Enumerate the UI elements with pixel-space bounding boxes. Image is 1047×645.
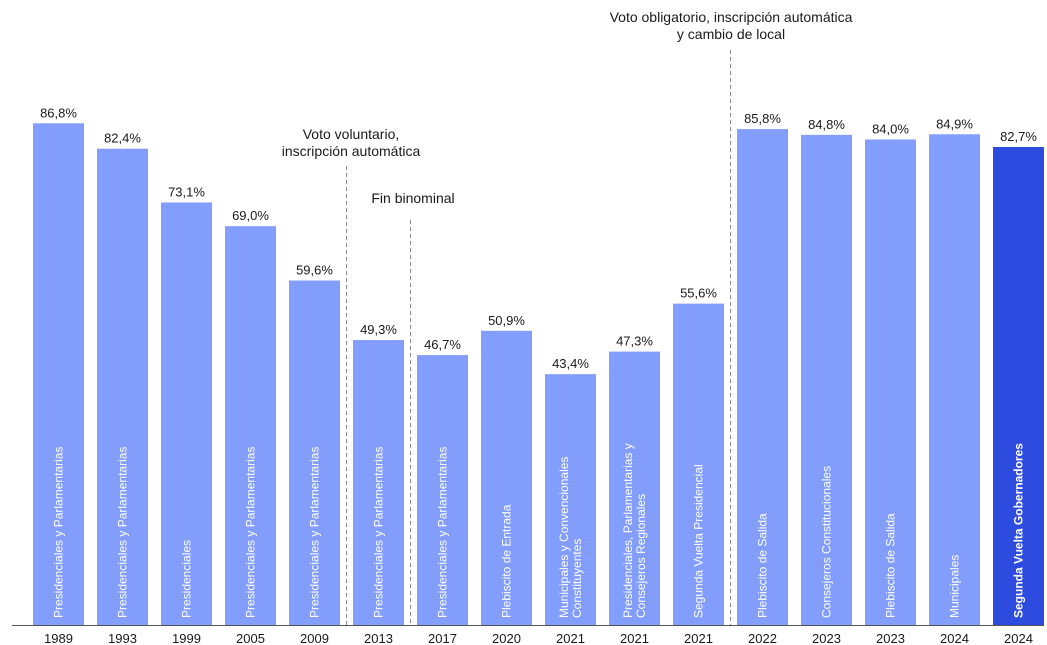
bar-14: [929, 134, 980, 625]
bar-1: [97, 148, 148, 625]
x-tick-label-6: 2017: [428, 631, 457, 645]
bar-9: [609, 351, 660, 625]
bar-category-label-4: Presidenciales y Parlamentarias: [308, 447, 322, 618]
x-tick-label-3: 2005: [236, 631, 265, 645]
bar-category-label-12-line-0: Consejeros Constitucionales: [820, 466, 834, 618]
bar-category-label-14-line-0: Municipales: [948, 555, 962, 618]
value-label-1: 82,4%: [104, 131, 141, 146]
bar-category-label-10: Segunda Vuelta Presidencial: [692, 464, 706, 618]
bar-13: [865, 139, 916, 626]
bar-11: [737, 129, 788, 626]
x-tick-label-4: 2009: [300, 631, 329, 645]
value-label-3: 69,0%: [232, 208, 269, 223]
bar-category-label-0-line-0: Presidenciales y Parlamentarias: [52, 447, 66, 618]
value-label-0: 86,8%: [40, 105, 77, 120]
bar-7: [481, 330, 532, 625]
x-tick-label-0: 1989: [44, 631, 73, 645]
value-label-9: 47,3%: [616, 334, 653, 349]
bar-category-label-7: Plebiscito de Entrada: [500, 504, 514, 618]
bar-category-label-4-line-0: Presidenciales y Parlamentarias: [308, 447, 322, 618]
bar-category-label-12: Consejeros Constitucionales: [820, 466, 834, 618]
value-label-14: 84,9%: [936, 116, 973, 131]
annotation-text-2-0: Voto obligatorio, inscripción automática: [610, 9, 853, 25]
x-tick-label-1: 1993: [108, 631, 137, 645]
annotation-text-0-1: inscripción automática: [282, 143, 421, 159]
x-tick-label-7: 2020: [492, 631, 521, 645]
x-tick-label-11: 2022: [748, 631, 777, 645]
x-tick-label-10: 2021: [684, 631, 713, 645]
bar-category-label-11: Plebiscito de Salida: [756, 513, 770, 618]
bar-12: [801, 134, 852, 625]
x-tick-label-13: 2023: [876, 631, 905, 645]
annotation-text-0-0: Voto voluntario,: [303, 126, 400, 142]
bar-category-label-10-line-0: Segunda Vuelta Presidencial: [692, 464, 706, 618]
bar-category-label-1-line-0: Presidenciales y Parlamentarias: [116, 447, 130, 618]
bar-category-label-6: Presidenciales y Parlamentarias: [436, 447, 450, 618]
bar-10: [673, 303, 724, 625]
value-label-2: 73,1%: [168, 184, 205, 199]
bar-category-label-9-line-0: Presidenciales, Parlamentarias y: [621, 443, 635, 618]
bar-category-label-2-line-0: Presidenciales: [180, 540, 194, 618]
bar-8: [545, 374, 596, 625]
bar-category-label-5-line-0: Presidenciales y Parlamentarias: [372, 447, 386, 618]
x-tick-label-12: 2023: [812, 631, 841, 645]
bar-category-label-13: Plebiscito de Salida: [884, 513, 898, 618]
bar-category-label-13-line-0: Plebiscito de Salida: [884, 513, 898, 618]
bar-4: [289, 280, 340, 625]
annotations-layer: Voto voluntario,inscripción automática Fi…: [282, 9, 853, 625]
x-tick-label-2: 1999: [172, 631, 201, 645]
bar-6: [417, 355, 468, 625]
bar-category-label-14: Municipales: [948, 555, 962, 618]
bar-category-label-6-line-0: Presidenciales y Parlamentarias: [436, 447, 450, 618]
value-label-10: 55,6%: [680, 286, 717, 301]
bar-15: [993, 146, 1044, 625]
bar-category-label-3: Presidenciales y Parlamentarias: [244, 447, 258, 618]
value-label-7: 50,9%: [488, 313, 525, 328]
annotation-text-1-0: Fin binominal: [371, 190, 454, 206]
bar-category-label-1: Presidenciales y Parlamentarias: [116, 447, 130, 618]
x-tick-label-9: 2021: [620, 631, 649, 645]
bar-category-label-8-line-1: Constituyentes: [570, 539, 584, 618]
bar-category-label-7-line-0: Plebiscito de Entrada: [500, 504, 514, 618]
bar-2: [161, 202, 212, 625]
bar-category-label-9: Presidenciales, Parlamentarias y Consejer…: [621, 443, 648, 618]
value-label-11: 85,8%: [744, 111, 781, 126]
x-tick-label-5: 2013: [364, 631, 393, 645]
bar-0: [33, 123, 84, 626]
value-label-15: 82,7%: [1000, 129, 1037, 144]
bar-category-label-9-line-1: Consejeros Regionales: [634, 494, 648, 618]
x-tick-label-15: 2024: [1004, 631, 1033, 645]
bar-category-label-11-line-0: Plebiscito de Salida: [756, 513, 770, 618]
bar-category-label-8: Municipales y Convencionales Constituyent…: [557, 457, 584, 618]
bar-category-label-3-line-0: Presidenciales y Parlamentarias: [244, 447, 258, 618]
bar-category-label-0: Presidenciales y Parlamentarias: [52, 447, 66, 618]
value-label-6: 46,7%: [424, 337, 461, 352]
x-tick-label-14: 2024: [940, 631, 969, 645]
value-label-8: 43,4%: [552, 356, 589, 371]
bar-category-label-15: Segunda Vuelta Gobernadores: [1012, 443, 1026, 618]
bar-category-label-2: Presidenciales: [180, 540, 194, 618]
value-label-13: 84,0%: [872, 121, 909, 136]
bar-3: [225, 226, 276, 625]
bar-category-label-5: Presidenciales y Parlamentarias: [372, 447, 386, 618]
x-tick-label-8: 2021: [556, 631, 585, 645]
bar-category-label-15-line-0: Segunda Vuelta Gobernadores: [1012, 443, 1026, 618]
value-label-4: 59,6%: [296, 263, 333, 278]
annotation-text-2-1: y cambio de local: [677, 26, 785, 42]
bar-5: [353, 340, 404, 625]
value-label-12: 84,8%: [808, 117, 845, 132]
bars-layer: 86,8% Presidenciales y Parlamentarias 82,4…: [33, 105, 1044, 626]
x-axis: 1989 1993 1999 2005 2009 2013 2017 2020 2021 2021…: [12, 625, 1044, 645]
value-label-5: 49,3%: [360, 322, 397, 337]
bar-category-label-8-line-0: Municipales y Convencionales: [557, 457, 571, 618]
